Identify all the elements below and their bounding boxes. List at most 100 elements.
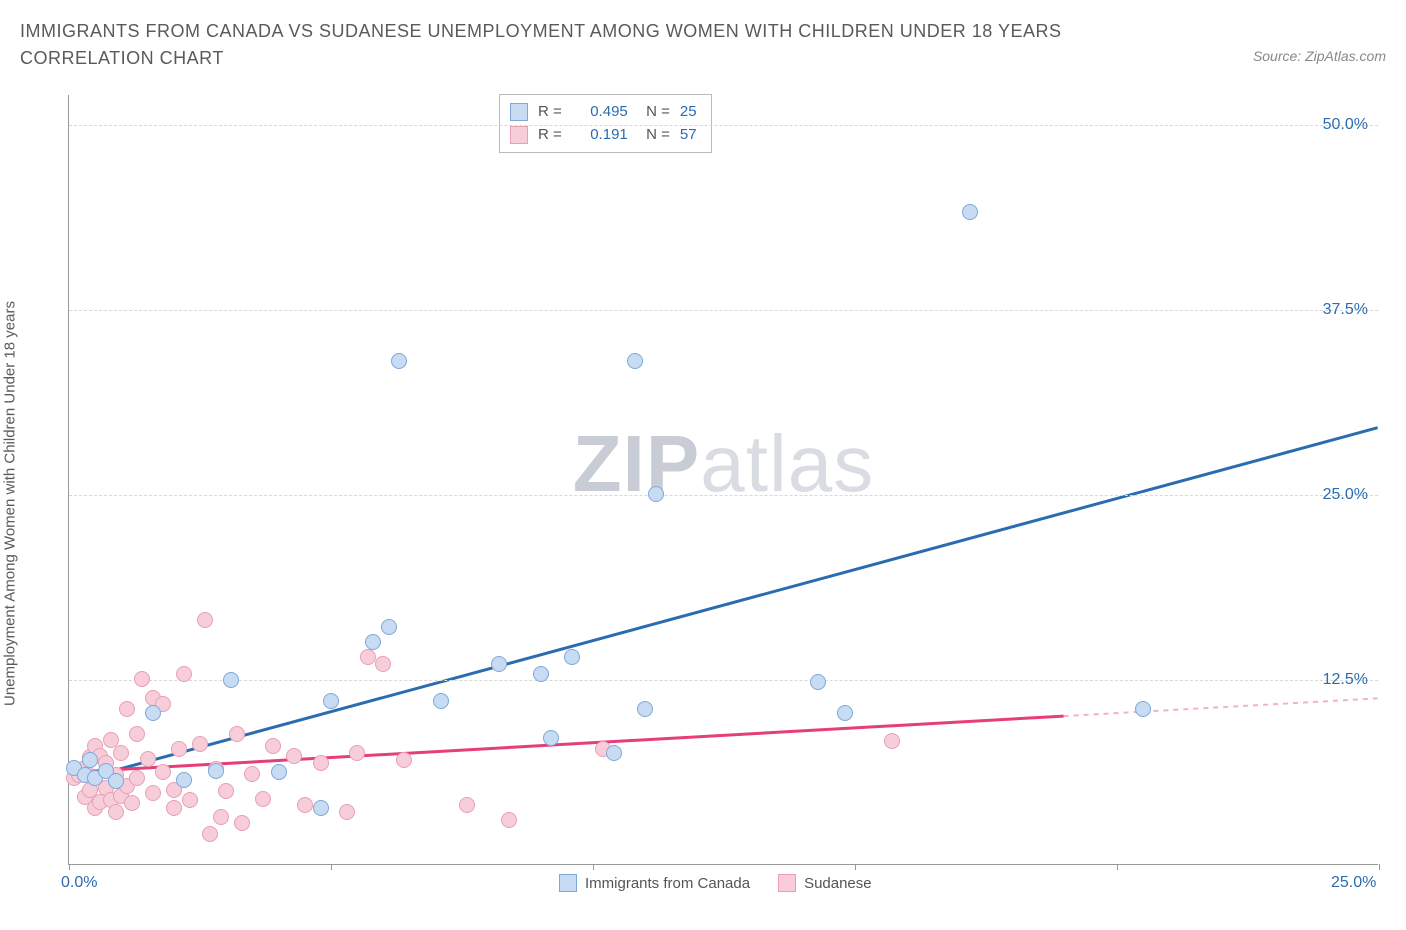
data-point (375, 656, 391, 672)
legend-r-label: R = (538, 101, 562, 124)
data-point (176, 666, 192, 682)
legend-stat-row: R =0.495 N =25 (510, 101, 697, 124)
data-point (533, 666, 549, 682)
data-point (313, 800, 329, 816)
data-point (810, 674, 826, 690)
data-point (433, 693, 449, 709)
x-tick (1117, 864, 1118, 870)
data-point (271, 764, 287, 780)
data-point (108, 773, 124, 789)
data-point (339, 804, 355, 820)
x-tick (593, 864, 594, 870)
data-point (255, 791, 271, 807)
data-point (166, 800, 182, 816)
y-axis-label: Unemployment Among Women with Children U… (2, 301, 19, 706)
y-tick-label: 50.0% (1323, 116, 1368, 134)
data-point (119, 701, 135, 717)
trend-line (69, 428, 1377, 783)
chart-container: Unemployment Among Women with Children U… (20, 95, 1386, 905)
data-point (564, 649, 580, 665)
data-point (501, 812, 517, 828)
data-point (208, 763, 224, 779)
data-point (108, 804, 124, 820)
legend-r-value: 0.495 (572, 101, 628, 124)
data-point (365, 634, 381, 650)
data-point (129, 726, 145, 742)
legend-series-item: Sudanese (778, 874, 872, 892)
data-point (381, 619, 397, 635)
data-point (223, 672, 239, 688)
legend-series-item: Immigrants from Canada (559, 874, 750, 892)
plot-area: ZIPatlas R =0.495 N =25R =0.191 N =57 Im… (68, 95, 1378, 865)
legend-swatch (559, 874, 577, 892)
data-point (129, 770, 145, 786)
data-point (229, 726, 245, 742)
data-point (145, 705, 161, 721)
data-point (962, 204, 978, 220)
data-point (192, 736, 208, 752)
data-point (313, 755, 329, 771)
data-point (648, 486, 664, 502)
legend-r-value: 0.191 (572, 124, 628, 147)
data-point (543, 730, 559, 746)
data-point (182, 792, 198, 808)
data-point (391, 353, 407, 369)
legend-stat-row: R = 0.191 N = 57 (510, 124, 697, 147)
data-point (82, 752, 98, 768)
data-point (265, 738, 281, 754)
data-point (202, 826, 218, 842)
legend-swatch (510, 126, 528, 144)
x-tick (855, 864, 856, 870)
data-point (218, 783, 234, 799)
data-point (884, 733, 900, 749)
data-point (286, 748, 302, 764)
data-point (213, 809, 229, 825)
data-point (1135, 701, 1151, 717)
trend-line-extrapolated (1064, 698, 1378, 716)
legend-stats: R = 0.495 N = 25R = 0.191 N = 57 (499, 94, 712, 153)
data-point (323, 693, 339, 709)
gridline (69, 680, 1378, 681)
data-point (124, 795, 140, 811)
data-point (176, 772, 192, 788)
data-point (396, 752, 412, 768)
x-tick (1379, 864, 1380, 870)
gridline (69, 125, 1378, 126)
data-point (234, 815, 250, 831)
data-point (627, 353, 643, 369)
legend-swatch (510, 103, 528, 121)
legend-series-label: Sudanese (804, 875, 872, 892)
data-point (297, 797, 313, 813)
y-tick-label: 25.0% (1323, 486, 1368, 504)
x-tick (69, 864, 70, 870)
data-point (606, 745, 622, 761)
legend-n-label: N = (638, 124, 670, 147)
data-point (134, 671, 150, 687)
data-point (491, 656, 507, 672)
x-tick-label: 0.0% (61, 874, 97, 892)
data-point (155, 764, 171, 780)
legend-r-label: R = (538, 124, 562, 147)
chart-title: IMMIGRANTS FROM CANADA VS SUDANESE UNEMP… (20, 18, 1140, 72)
gridline (69, 495, 1378, 496)
legend-swatch (778, 874, 796, 892)
gridline (69, 310, 1378, 311)
data-point (349, 745, 365, 761)
data-point (837, 705, 853, 721)
x-tick-label: 25.0% (1331, 874, 1376, 892)
data-point (171, 741, 187, 757)
source-label: Source: ZipAtlas.com (1253, 48, 1386, 64)
data-point (145, 785, 161, 801)
data-point (637, 701, 653, 717)
legend-n-value: 25 (680, 101, 697, 124)
data-point (459, 797, 475, 813)
data-point (140, 751, 156, 767)
legend-n-value: 57 (680, 124, 697, 147)
y-tick-label: 37.5% (1323, 301, 1368, 319)
data-point (197, 612, 213, 628)
data-point (244, 766, 260, 782)
data-point (113, 745, 129, 761)
legend-series-label: Immigrants from Canada (585, 875, 750, 892)
y-tick-label: 12.5% (1323, 671, 1368, 689)
data-point (360, 649, 376, 665)
